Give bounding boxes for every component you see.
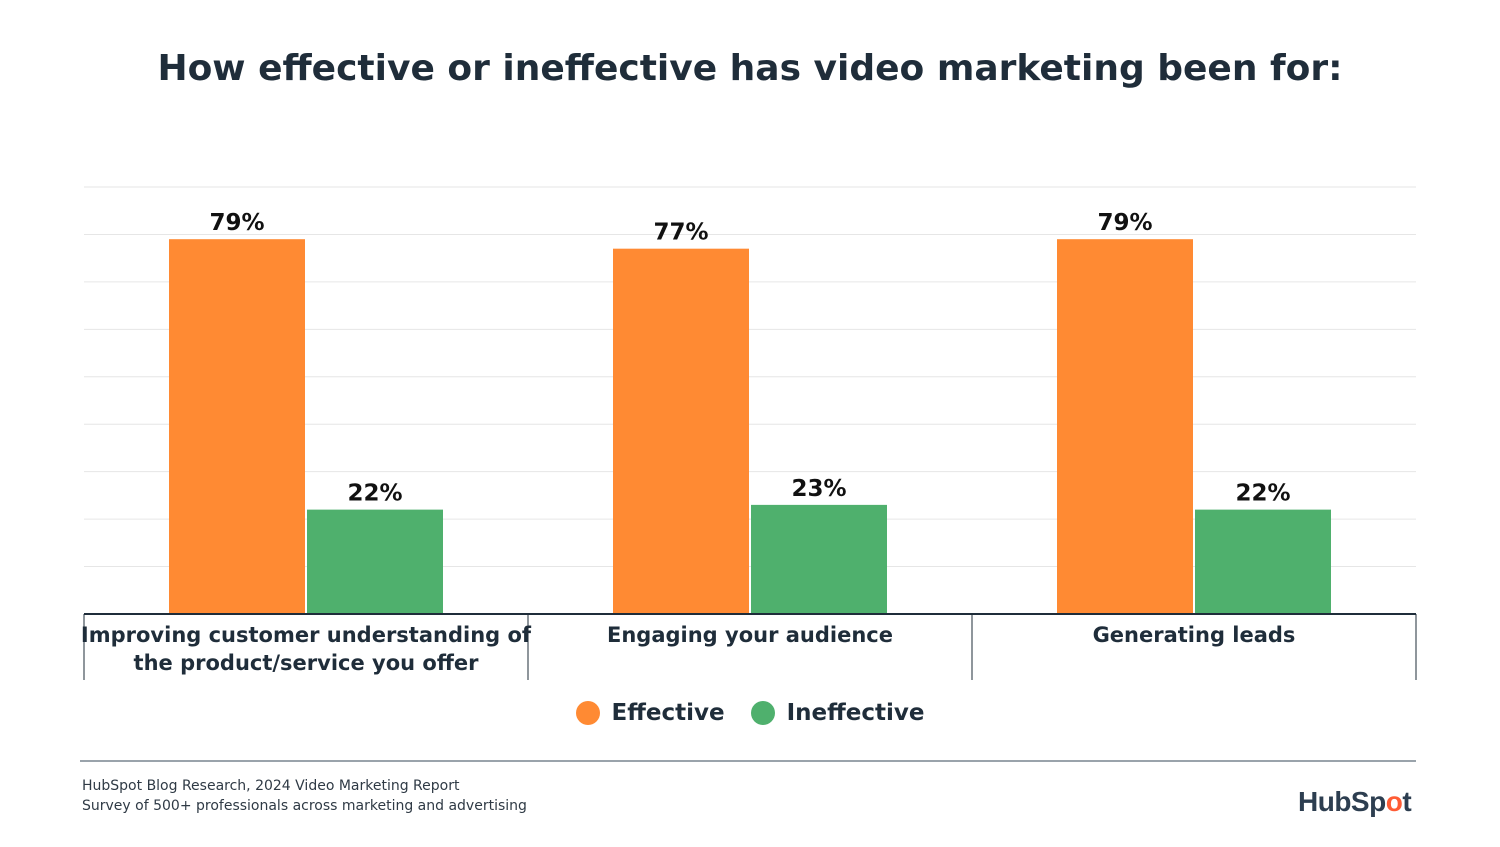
bar-ineffective (307, 509, 443, 614)
data-label: 22% (347, 481, 402, 507)
footer-divider (80, 760, 1416, 762)
data-label: 77% (653, 220, 708, 246)
legend-swatch-ineffective (750, 701, 775, 725)
hubspot-sprocket-icon: o (1385, 786, 1403, 817)
data-label: 23% (791, 476, 846, 502)
legend-item-effective: Effective (575, 700, 725, 726)
x-tick-label: Engaging your audience (607, 623, 893, 647)
bar-effective (169, 239, 305, 614)
chart-title: How effective or ineffective has video m… (157, 48, 1343, 89)
bar-ineffective (1195, 509, 1331, 614)
data-label: 79% (209, 210, 264, 236)
data-label: 22% (1235, 481, 1290, 507)
legend-item-ineffective: Ineffective (750, 700, 925, 726)
legend-label-effective: Effective (611, 700, 725, 726)
hubspot-logo: HubSpot (1298, 786, 1412, 818)
chart-legend: Effective Ineffective (0, 700, 1500, 726)
source-line-1: HubSpot Blog Research, 2024 Video Market… (82, 778, 460, 794)
bar-effective (613, 248, 749, 614)
source-note: HubSpot Blog Research, 2024 Video Market… (82, 776, 527, 816)
data-label: 79% (1097, 210, 1152, 236)
legend-swatch-effective (575, 701, 600, 725)
source-line-2: Survey of 500+ professionals across mark… (82, 798, 527, 814)
bar-ineffective (751, 504, 887, 614)
x-tick-label: Generating leads (1093, 623, 1296, 647)
logo-text-start: HubSp (1298, 786, 1386, 817)
legend-label-ineffective: Ineffective (786, 700, 925, 726)
bar-chart: Improving customer understanding of the p… (81, 186, 1417, 680)
x-tick-label: Improving customer understanding of the p… (81, 623, 532, 675)
logo-text-end: t (1402, 786, 1412, 817)
bar-effective (1057, 239, 1193, 614)
